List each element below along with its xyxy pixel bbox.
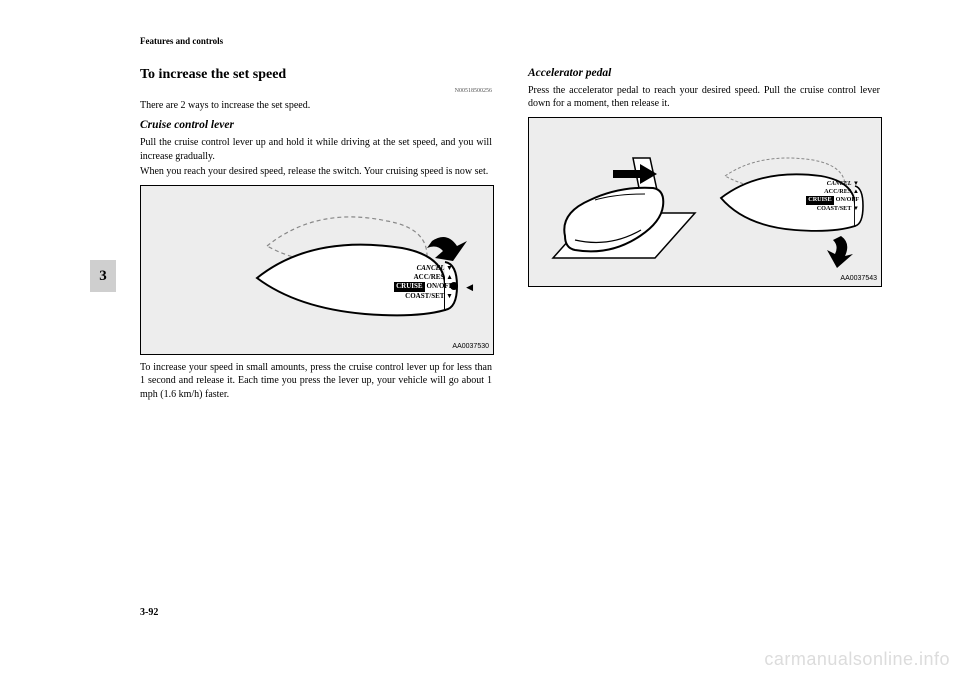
section-title: To increase the set speed [140,66,492,85]
subsection-title: Cruise control lever [140,118,492,134]
left-column: To increase the set speed N00518500256 T… [140,60,492,540]
label-onoff: ON/OFF [836,196,859,203]
label-coast: COAST/SET ▼ [806,205,859,213]
label-cruise-onoff: CRUISEON/OFF [806,196,859,204]
pointer-icon: ◀ [466,281,473,293]
label-coast: COAST/SET ▼ [394,292,453,301]
right-column: Accelerator pedal Press the accelerator … [528,60,880,540]
label-cruise-onoff: CRUISEON/OFF [394,282,453,291]
label-cruise: CRUISE [394,282,424,291]
doc-code: N00518500256 [140,87,492,95]
chapter-tab: 3 [90,260,116,292]
figure-pedal-lever: CANCEL ▼ ACC/RES ▲ CRUISEON/OFF COAST/SE… [528,117,882,287]
label-accres: ACC/RES ▲ [394,273,453,282]
lever-labels: CANCEL ▼ ACC/RES ▲ CRUISEON/OFF COAST/SE… [806,180,859,213]
label-cruise: CRUISE [806,196,833,204]
label-accres: ACC/RES ▲ [806,188,859,196]
label-cancel: CANCEL ▼ [806,180,859,188]
figure-id: AA0037543 [840,274,877,283]
subsection-title: Accelerator pedal [528,66,880,82]
label-cancel: CANCEL ▼ [394,264,453,273]
paragraph: To increase your speed in small amounts,… [140,361,492,402]
page-content: To increase the set speed N00518500256 T… [0,0,960,580]
lever-labels: CANCEL ▼ ACC/RES ▲ CRUISEON/OFF COAST/SE… [394,264,453,302]
paragraph: Press the accelerator pedal to reach you… [528,84,880,111]
figure-lever-up: CANCEL ▼ ACC/RES ▲ CRUISEON/OFF COAST/SE… [140,185,494,355]
watermark: carmanualsonline.info [764,649,950,670]
paragraph: When you reach your desired speed, relea… [140,165,492,179]
paragraph: Pull the cruise control lever up and hol… [140,136,492,163]
intro-text: There are 2 ways to increase the set spe… [140,99,492,113]
label-onoff: ON/OFF [427,282,453,290]
section-header: Features and controls [140,36,223,46]
page-number: 3-92 [140,607,158,618]
figure-id: AA0037530 [452,342,489,351]
